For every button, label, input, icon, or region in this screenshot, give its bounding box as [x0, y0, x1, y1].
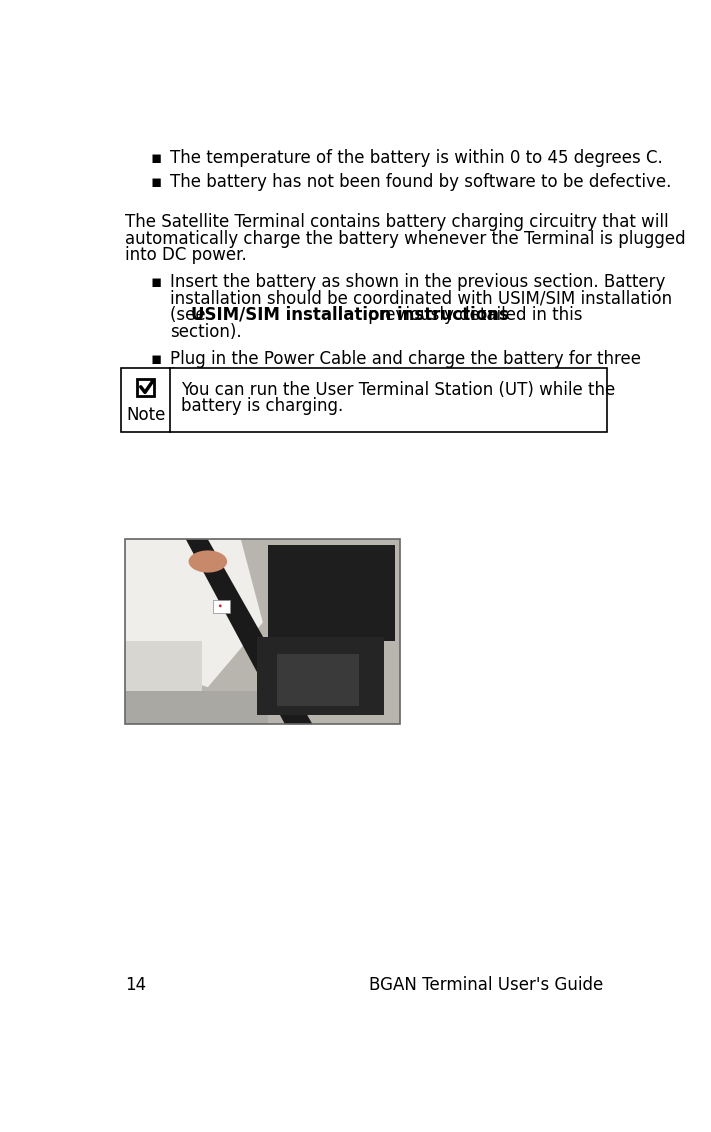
Text: into DC power.: into DC power. — [125, 247, 247, 264]
Polygon shape — [186, 539, 312, 724]
Ellipse shape — [188, 550, 227, 573]
Bar — [125, 539, 400, 724]
Text: section).: section). — [170, 323, 242, 341]
Text: Note: Note — [126, 405, 166, 423]
Text: Plug in the Power Cable and charge the battery for three: Plug in the Power Cable and charge the b… — [170, 350, 641, 368]
Text: ▪: ▪ — [151, 350, 162, 368]
Text: battery is charging.: battery is charging. — [181, 397, 343, 415]
Bar — [125, 641, 203, 724]
Bar — [137, 379, 154, 396]
Text: installation should be coordinated with USIM/SIM installation: installation should be coordinated with … — [170, 290, 673, 308]
Text: The Satellite Terminal contains battery charging circuitry that will: The Satellite Terminal contains battery … — [125, 213, 669, 231]
Text: Insert the battery as shown in the previous section. Battery: Insert the battery as shown in the previ… — [170, 273, 665, 291]
Text: The battery has not been found by software to be defective.: The battery has not been found by softwa… — [170, 173, 672, 191]
Polygon shape — [125, 539, 263, 687]
Text: You can run the User Terminal Station (UT) while the: You can run the User Terminal Station (U… — [181, 380, 615, 398]
Text: automatically charge the battery whenever the Terminal is plugged: automatically charge the battery wheneve… — [125, 230, 686, 248]
Bar — [268, 544, 395, 641]
Bar — [213, 600, 230, 614]
Text: ▪: ▪ — [151, 173, 162, 191]
Text: ▪: ▪ — [151, 273, 162, 291]
Text: USIM/SIM installation instructions: USIM/SIM installation instructions — [191, 306, 508, 324]
Text: previously detailed in this: previously detailed in this — [363, 306, 582, 324]
Text: ▪: ▪ — [151, 149, 162, 166]
Bar — [257, 637, 384, 715]
Text: (see: (see — [170, 306, 211, 324]
Bar — [122, 368, 606, 431]
Text: 14: 14 — [125, 976, 146, 994]
Bar — [125, 691, 268, 724]
Text: BGAN Terminal User's Guide: BGAN Terminal User's Guide — [369, 976, 604, 994]
Bar — [125, 539, 400, 724]
Text: The temperature of the battery is within 0 to 45 degrees C.: The temperature of the battery is within… — [170, 149, 663, 166]
Bar — [277, 654, 359, 705]
Text: hours.: hours. — [170, 367, 223, 385]
Circle shape — [219, 604, 222, 607]
